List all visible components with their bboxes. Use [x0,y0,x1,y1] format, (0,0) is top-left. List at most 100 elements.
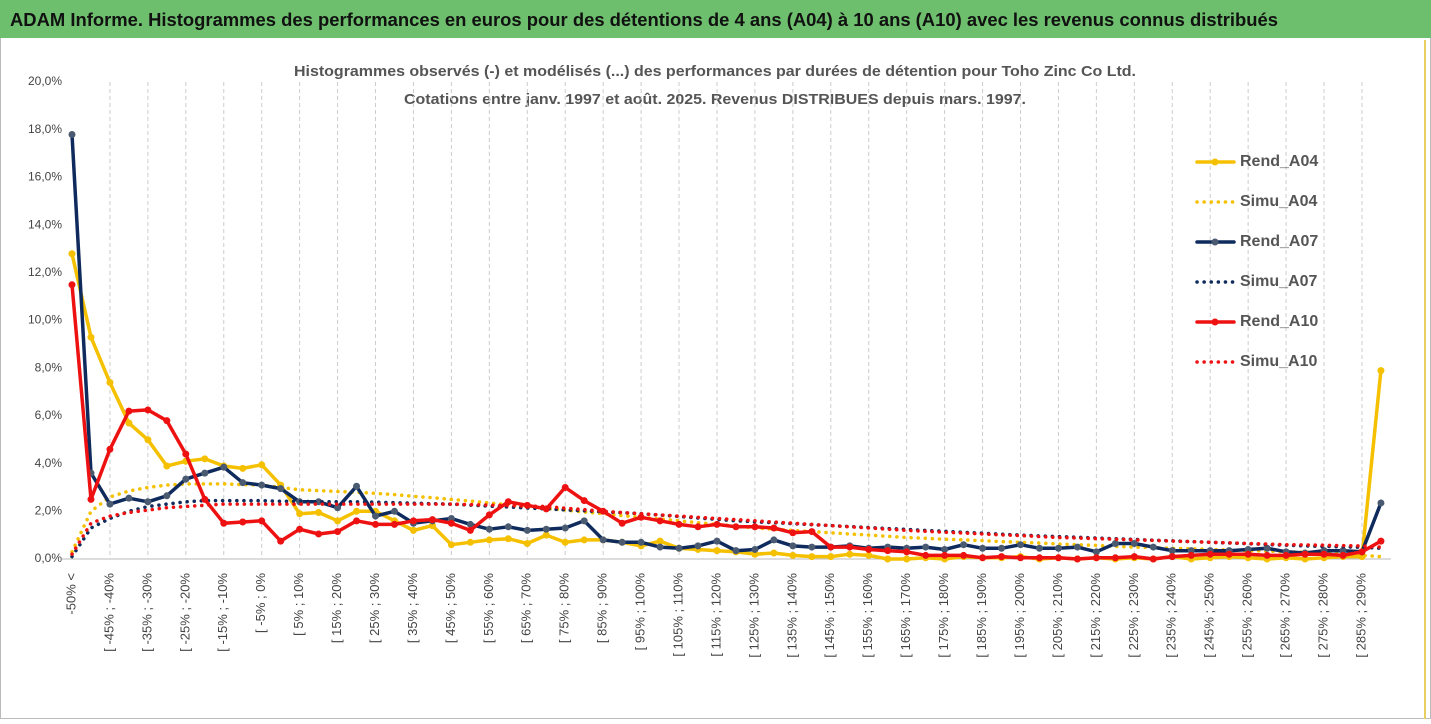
point [770,536,778,544]
x-tick-label: [ 165% ; 170% [898,573,913,658]
observed-line [70,282,1383,561]
simulated-line [70,502,1383,556]
point [277,485,285,493]
point [808,528,816,536]
point [542,525,550,533]
point [979,544,987,552]
x-tick-label: [ 215% ; 220% [1088,573,1103,658]
point [998,553,1006,561]
point [1092,548,1100,556]
point [1168,547,1176,555]
y-tick-label: 18,0% [28,122,62,136]
x-tick-label: [ 95% ; 100% [633,573,648,651]
point [751,545,759,553]
point [1320,550,1328,558]
x-tick-label: [ 125% ; 130% [746,573,761,658]
legend-label: Rend_A04 [1240,153,1318,170]
point [201,495,209,503]
point [1168,553,1176,561]
point [296,510,304,518]
point [258,517,266,525]
point [808,553,816,561]
x-tick-label: [ 5% ; 10% [291,573,306,636]
point [258,461,266,469]
point [789,542,797,550]
point [220,463,228,471]
y-tick-label: 2,0% [35,503,63,517]
point [485,511,493,519]
x-tick-label: [ 255% ; 260% [1240,573,1255,658]
point [485,536,493,544]
point [827,543,835,551]
point [732,523,740,531]
point [144,406,152,414]
point [390,507,398,515]
point [106,379,114,387]
x-tick-label: [ 65% ; 70% [519,573,534,644]
x-tick-label: [ 25% ; 30% [367,573,382,644]
point [1017,554,1024,562]
x-tick-label: [ 205% ; 210% [1050,573,1065,658]
point [808,543,816,551]
point [1206,550,1214,558]
point [1301,550,1309,558]
point [125,407,133,415]
point [163,462,171,470]
point [523,539,531,547]
point [618,538,626,546]
point [580,517,588,525]
x-tick-label: [ 115% ; 120% [708,573,723,657]
point [656,543,664,551]
point [751,523,759,531]
point [182,475,190,483]
point [713,537,721,545]
point [827,553,835,561]
legend-marker [1211,238,1219,246]
point [239,518,247,526]
point [504,498,512,506]
point [296,525,304,533]
y-tick-label: 8,0% [35,360,63,374]
point [998,544,1006,552]
point [201,455,209,463]
point [1225,550,1233,558]
point [1377,499,1385,507]
x-tick-label: [ -5% ; 0% [253,573,268,633]
x-tick-label: [ 275% ; 280% [1315,573,1330,658]
point [960,551,968,559]
point [68,281,76,289]
point [1035,544,1043,552]
point [941,551,949,559]
point [941,545,949,553]
point [694,542,702,550]
point [865,545,873,553]
point [372,512,380,520]
point [770,549,778,557]
point [353,507,361,515]
point [125,494,133,502]
y-tick-label: 12,0% [28,265,62,279]
x-tick-label: [ -45% ; -40% [101,573,116,652]
point [163,492,171,500]
point [258,481,266,489]
point [675,520,683,528]
point [1092,554,1100,562]
point [447,519,455,527]
point [922,543,930,551]
chart-subtitle: Cotations entre janv. 1997 et août. 2025… [404,91,1026,108]
point [960,541,968,549]
point [694,523,702,531]
point [675,544,683,552]
point [1035,554,1043,562]
x-tick-label: [ 135% ; 140% [784,573,799,658]
point [713,547,721,555]
x-tick-label: -50% < [63,573,78,615]
point [656,517,664,525]
point [1339,551,1347,559]
x-tick-label: [ 265% ; 270% [1278,573,1293,658]
point [732,547,740,555]
x-tick-label: [ 175% ; 180% [936,573,951,658]
point [504,535,512,543]
x-tick-label: [ 235% ; 240% [1164,573,1179,658]
